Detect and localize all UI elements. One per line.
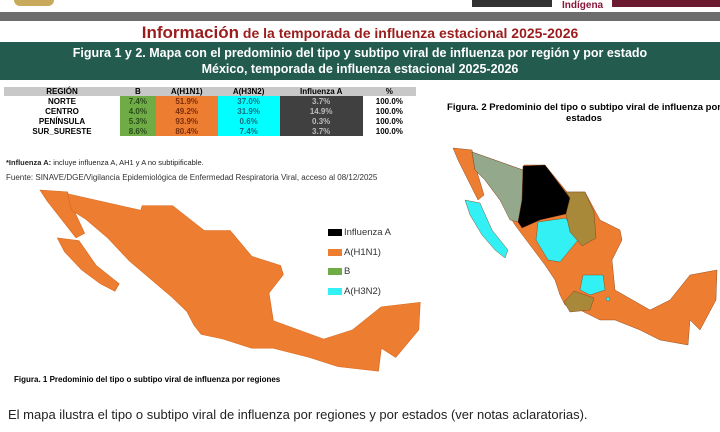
table-cell: SUR_SURESTE xyxy=(32,126,92,136)
legend-label: A(H3N2) xyxy=(344,285,381,297)
footnote-text: incluye influenza A, AH1 y A no subtipif… xyxy=(51,158,204,167)
legend-label: B xyxy=(344,266,351,278)
table-row: NORTE 7.4% 51.9% 37.0% 3.7% 100.0% xyxy=(4,96,416,106)
title-rest: de la temporada de influenza estacional … xyxy=(239,25,579,41)
col-header: REGIÓN xyxy=(4,87,120,96)
table-cell: 49.2% xyxy=(155,106,218,116)
table-cell: 0.6% xyxy=(217,116,280,126)
col-header: Influenza A xyxy=(279,87,363,96)
table-row: PENÍNSULA 5.3% 93.9% 0.6% 0.3% 100.0% xyxy=(4,116,416,126)
banner-line1: Figura 1 y 2. Mapa con el predominio del… xyxy=(72,46,648,60)
state-baja-california-sur xyxy=(464,199,509,259)
table-row: SUR_SURESTE 8.6% 80.4% 7.4% 3.7% 100.0% xyxy=(4,126,416,136)
legend-item: B xyxy=(328,262,391,282)
table-cell: 100.0% xyxy=(375,126,403,136)
table-cell: 80.4% xyxy=(155,126,218,136)
state-cdmx xyxy=(605,296,611,302)
table-cell: 37.0% xyxy=(217,96,280,106)
table-cell: 100.0% xyxy=(375,106,403,116)
legend-item: A(H1N1) xyxy=(328,243,391,263)
state-durango xyxy=(535,217,579,263)
source-text: Fuente: SINAVE/DGE/Vigilancia Epidemioló… xyxy=(6,173,378,182)
col-header: A(H3N2) xyxy=(217,87,280,96)
government-seal-logo xyxy=(14,0,54,6)
table-cell: NORTE xyxy=(47,96,76,106)
table-cell: 100.0% xyxy=(375,116,403,126)
map-regions xyxy=(39,189,421,372)
table-cell: 0.3% xyxy=(279,116,363,126)
state-coahuila-nl xyxy=(565,191,597,247)
table-cell: 3.7% xyxy=(279,96,363,106)
legend-item: A(H3N2) xyxy=(328,282,391,302)
table-cell: CENTRO xyxy=(45,106,79,116)
state-guanajuato xyxy=(579,274,606,296)
col-header: A(H1N1) xyxy=(155,87,218,96)
brand-bar xyxy=(612,0,720,7)
title-big: Información xyxy=(141,23,240,42)
table-cell: 5.3% xyxy=(119,116,156,126)
figure-banner: Figura 1 y 2. Mapa con el predominio del… xyxy=(0,42,720,80)
legend-swatch xyxy=(328,248,342,256)
institution-logo xyxy=(472,0,552,7)
legend-label: A(H1N1) xyxy=(344,246,381,258)
banner-line2: México, temporada de influenza estaciona… xyxy=(201,62,519,76)
table-cell: 3.7% xyxy=(279,126,363,136)
legend-swatch xyxy=(328,287,342,295)
description-text: El mapa ilustra el tipo o subtipo viral … xyxy=(8,407,588,422)
legend-swatch xyxy=(328,229,342,237)
table-cell: 14.9% xyxy=(279,106,363,116)
region-mainland xyxy=(66,193,421,372)
region-baja-sur xyxy=(56,237,120,292)
col-header: B xyxy=(119,87,156,96)
table-cell: 51.9% xyxy=(155,96,218,106)
legend-label: Influenza A xyxy=(344,227,392,239)
table-cell: 31.9% xyxy=(217,106,280,116)
state-michoacan xyxy=(563,290,595,313)
table-cell: 93.9% xyxy=(155,116,218,126)
table-cell: 4.0% xyxy=(119,106,156,116)
table-cell: PENÍNSULA xyxy=(38,116,86,126)
region-table: REGIÓN B A(H1N1) A(H3N2) Influenza A % N… xyxy=(4,87,416,136)
table-cell: 7.4% xyxy=(119,96,156,106)
divider-bar xyxy=(0,12,720,21)
page-title: Información de la temporada de influenza… xyxy=(0,23,720,43)
state-chihuahua xyxy=(517,164,571,229)
legend-swatch xyxy=(328,268,342,276)
top-header: Indígena xyxy=(0,0,720,12)
footnote-bold: *Influenza A: xyxy=(6,158,52,167)
map-legend: Influenza A A(H1N1) B A(H3N2) xyxy=(328,223,391,301)
table-cell: 8.6% xyxy=(119,126,156,136)
table-cell: 100.0% xyxy=(375,96,403,106)
footnote: *Influenza A: incluye influenza A, AH1 y… xyxy=(6,158,204,167)
figure1-caption: Figura. 1 Predominio del tipo o subtipo … xyxy=(14,375,281,384)
figure2-caption: Figura. 2 Predominio del tipo o subtipo … xyxy=(447,102,720,124)
col-header: % xyxy=(362,87,416,96)
map-states xyxy=(452,147,718,346)
logo-text: Indígena xyxy=(562,0,604,11)
table-row: CENTRO 4.0% 49.2% 31.9% 14.9% 100.0% xyxy=(4,106,416,116)
legend-item: Influenza A xyxy=(328,223,391,243)
table-cell: 7.4% xyxy=(217,126,280,136)
